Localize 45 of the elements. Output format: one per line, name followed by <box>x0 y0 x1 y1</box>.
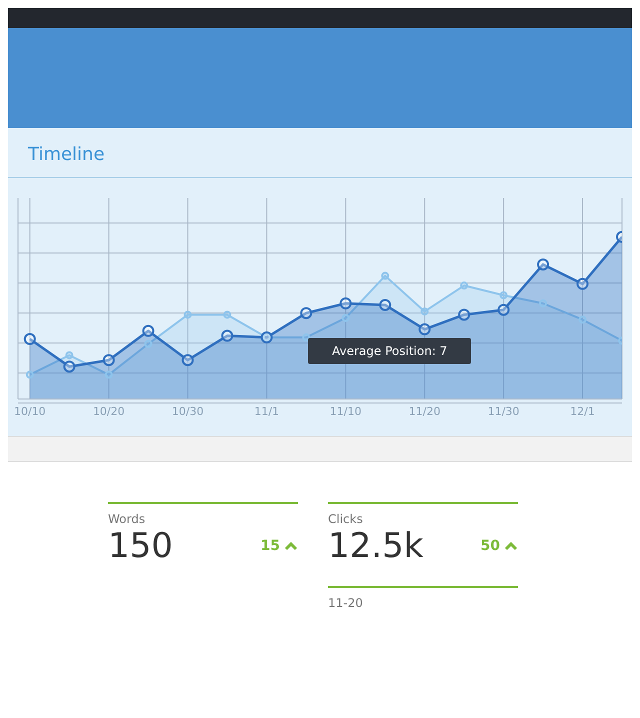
text: Clicks <box>328 512 364 526</box>
point <box>300 307 312 320</box>
text: Words <box>108 512 146 526</box>
point <box>379 298 392 311</box>
point <box>460 282 468 290</box>
point <box>142 324 154 337</box>
point <box>63 360 76 373</box>
point <box>576 278 589 290</box>
x-tick-label: 11/10 <box>330 404 362 418</box>
point <box>340 297 352 310</box>
point <box>539 299 548 308</box>
point <box>420 307 429 316</box>
text: 11-20 <box>328 586 518 610</box>
chart-title: Timeline <box>8 128 632 178</box>
text: 50 <box>480 538 501 554</box>
x-tick-label: 10/20 <box>92 404 125 418</box>
point <box>342 314 350 322</box>
x-tick-label: 11/30 <box>488 404 520 418</box>
point <box>418 323 431 336</box>
x-tick-label: 10/10 <box>14 404 46 418</box>
point <box>537 258 550 270</box>
point <box>102 354 115 366</box>
point <box>182 354 194 366</box>
point <box>458 308 470 321</box>
text: 15 <box>260 538 281 554</box>
point <box>144 340 152 348</box>
x-tick-label: 10/30 <box>172 404 204 418</box>
tooltip: Average Position: 7 <box>308 338 472 364</box>
point <box>381 272 390 280</box>
x-tick-label: 11/1 <box>254 404 280 418</box>
point <box>302 333 310 342</box>
point <box>500 291 508 300</box>
point <box>65 351 74 360</box>
point <box>184 310 192 319</box>
point <box>498 304 510 316</box>
point <box>223 310 232 319</box>
text: 12.5k <box>328 526 424 566</box>
x-tick-label: 12/1 <box>570 404 595 418</box>
point <box>578 316 587 324</box>
point <box>104 370 113 379</box>
point <box>24 333 36 346</box>
x-tick-label: 11/20 <box>408 404 440 418</box>
point <box>221 330 234 342</box>
text: 150 <box>108 526 173 566</box>
point <box>26 370 34 379</box>
